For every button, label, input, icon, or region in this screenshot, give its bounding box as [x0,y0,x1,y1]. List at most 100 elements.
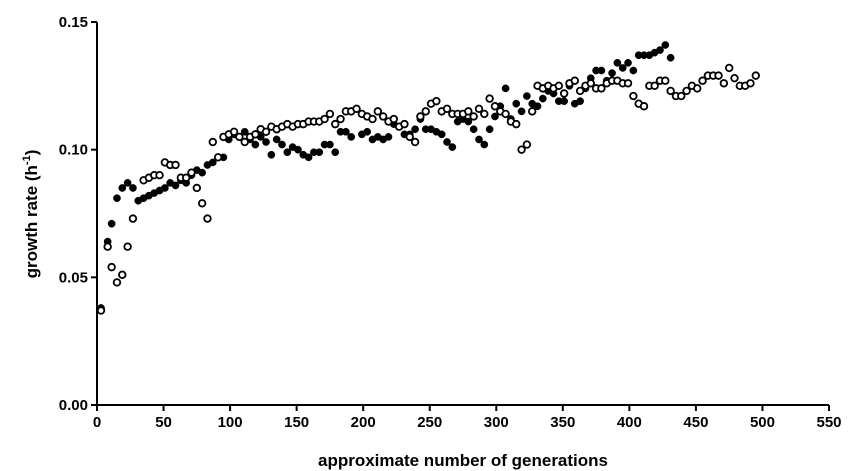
point [576,97,584,106]
point [517,107,526,116]
x-axis-title: approximate number of generations [318,451,608,470]
point [469,125,478,134]
point [629,91,638,101]
point [724,63,734,73]
point [203,214,212,223]
point [490,102,500,111]
point [533,102,542,111]
point [442,104,452,114]
point [464,107,473,116]
point [331,119,340,129]
point [363,127,372,136]
x-tick-label: 300 [484,414,509,431]
point [378,112,388,121]
x-tick-label: 400 [617,414,642,431]
point [613,59,622,67]
point [187,168,196,177]
point [522,140,532,149]
point [128,214,138,223]
point [112,278,122,287]
point [746,79,755,88]
point [586,79,595,88]
point [155,170,164,180]
point [714,71,723,80]
point [608,69,616,77]
point [123,242,132,251]
point [384,133,393,141]
point [693,84,702,93]
point [251,140,260,149]
point [197,199,207,208]
point [682,86,691,96]
x-tick-label: 550 [816,414,841,431]
point [208,158,217,167]
point [480,109,489,119]
x-tick-label: 450 [683,414,708,431]
point [107,262,116,272]
point [192,183,202,193]
point [278,140,286,149]
y-axis-title-base: growth rate (h [22,165,41,278]
point [235,132,244,142]
point [512,99,521,108]
point [474,104,484,114]
point [107,219,116,228]
x-tick-label: 150 [284,414,309,431]
point [416,112,425,121]
point [161,184,169,192]
point [523,92,531,100]
point [656,46,664,54]
point [560,97,568,106]
y-tick-label: 0.00 [59,397,88,414]
point [171,160,180,170]
point [469,112,478,121]
point [623,79,633,88]
point [666,86,675,96]
point [559,89,569,98]
point [698,76,707,85]
point [517,145,526,154]
point [432,96,441,106]
point [229,127,239,136]
point [443,138,451,146]
point [267,150,276,159]
point [304,153,313,162]
point [272,135,281,144]
x-tick-label: 0 [93,414,101,431]
point [320,114,329,124]
point [283,148,292,157]
point [448,143,457,151]
point [475,135,483,144]
point [491,112,499,121]
point [118,184,127,192]
point [262,138,270,146]
point [597,66,606,75]
point [570,76,579,85]
point [326,140,334,149]
point [129,184,137,192]
point [464,117,473,126]
point [650,81,659,91]
x-tick-label: 250 [417,414,442,431]
point [661,41,670,49]
point [368,114,377,124]
point [618,64,627,72]
point [389,114,398,124]
x-tick-label: 100 [218,414,243,431]
x-tick-label: 200 [351,414,376,431]
point [539,94,547,103]
point [629,66,638,75]
x-tick-label: 350 [550,414,575,431]
point [118,270,127,279]
point [639,102,649,111]
point [181,173,191,182]
point [240,127,249,136]
y-tick-label: 0.10 [59,142,88,159]
point [171,181,180,190]
point [751,71,760,80]
point [208,137,217,147]
point [336,114,345,124]
point [501,109,510,119]
point [103,242,112,251]
